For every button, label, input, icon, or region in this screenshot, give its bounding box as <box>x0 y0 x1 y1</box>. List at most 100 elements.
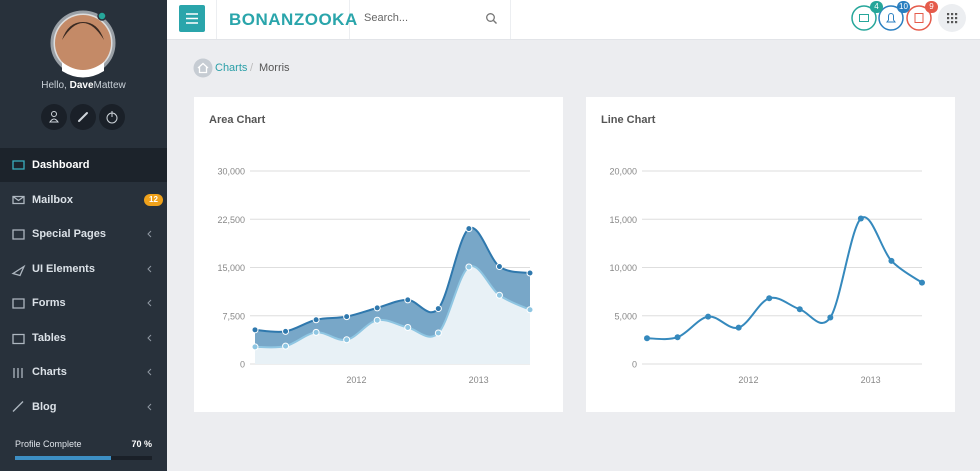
icon <box>914 13 924 23</box>
nav-item[interactable]: Forms <box>0 286 167 320</box>
profile-value: 70 % <box>131 439 152 449</box>
nav-label: Tables <box>32 331 67 344</box>
nav-icon <box>12 229 25 240</box>
chevron <box>147 403 152 410</box>
icon <box>947 13 958 24</box>
search-icon[interactable] <box>485 12 499 26</box>
data-point <box>674 334 681 341</box>
icon <box>859 14 869 22</box>
y-tick-label: 7,500 <box>222 311 245 321</box>
chart-card: Line Chart 0 5,000 10,000 15,000 20,000 2012 20… <box>586 97 955 412</box>
nav-label: Charts <box>32 366 67 378</box>
sidebar: Hello, DaveMattew Dashboard Mailbox 12 Spec… <box>0 0 167 471</box>
progress-track <box>15 456 152 460</box>
data-point <box>282 342 290 350</box>
chevron <box>147 299 152 307</box>
breadcrumb-separator: / <box>250 62 254 74</box>
data-point <box>312 316 320 324</box>
nav-item[interactable]: Mailbox 12 <box>0 183 167 217</box>
data-point <box>465 225 473 233</box>
x-tick-label: 2013 <box>469 375 489 385</box>
mail-button[interactable] <box>851 5 877 31</box>
icon <box>49 118 59 123</box>
chart: Line Chart 0 5,000 10,000 15,000 20,000 2012 20… <box>601 114 925 385</box>
greeting: Hello, DaveMattew <box>0 80 167 91</box>
progress-bar <box>15 456 111 460</box>
user-last: Mattew <box>93 80 126 91</box>
chart: Area Chart 0 7,500 15,000 22,500 30,000 2012 20… <box>209 114 534 385</box>
nav-icons <box>12 333 152 344</box>
menu-button[interactable] <box>179 5 205 32</box>
nav-label: Dashboard <box>32 159 90 171</box>
chart-title: Line Chart <box>601 114 656 126</box>
nav-item[interactable]: UI Elements <box>0 252 167 286</box>
nav-icon <box>12 400 24 412</box>
logo[interactable]: BONANZOOKA <box>229 10 358 29</box>
nav-icon <box>13 368 23 378</box>
x-tick-label: 2012 <box>738 375 758 385</box>
bell-button[interactable] <box>878 5 904 31</box>
data-point <box>888 257 895 264</box>
chevron <box>147 230 152 238</box>
nav-icon <box>11 264 26 276</box>
tasks-button[interactable] <box>906 5 932 31</box>
greeting-text: Hello, <box>41 80 67 91</box>
x-tick-label: 2012 <box>346 375 366 385</box>
area-line <box>254 265 531 349</box>
divider <box>510 0 511 39</box>
data-point <box>495 291 503 299</box>
data-point <box>526 306 534 314</box>
data-point <box>343 313 351 321</box>
data-point <box>251 326 259 334</box>
icon <box>78 112 88 122</box>
icon <box>51 111 57 117</box>
y-tick-label: 0 <box>632 360 637 370</box>
data-point <box>404 324 412 332</box>
avatar-shirt <box>62 62 104 78</box>
nav-item[interactable]: Tables <box>0 321 167 355</box>
home-icon[interactable] <box>193 58 213 78</box>
notification-badge: 10 <box>897 1 910 13</box>
chevron <box>147 334 152 341</box>
y-tick-label: 5,000 <box>614 311 637 321</box>
user-first: Dave <box>69 80 94 91</box>
nav-icons <box>12 400 152 412</box>
data-point <box>919 279 925 286</box>
nav-icon <box>12 333 25 344</box>
search-input[interactable]: Search... <box>364 12 409 24</box>
profile-area <box>41 10 125 130</box>
nav-item[interactable]: Blog <box>0 390 167 424</box>
nav-label: UI Elements <box>32 262 95 275</box>
nav-item[interactable]: Special Pages <box>0 217 167 251</box>
logo-box <box>216 0 350 39</box>
data-point <box>373 304 381 312</box>
y-tick-label: 15,000 <box>609 215 637 225</box>
data-point <box>705 313 712 320</box>
nav-item[interactable]: Charts <box>0 355 167 389</box>
chevron <box>147 368 152 376</box>
avatar-face <box>55 15 111 71</box>
chart-card: Area Chart 0 7,500 15,000 22,500 30,000 2012 20… <box>194 97 563 412</box>
y-tick-label: 30,000 <box>217 167 245 177</box>
nav-icons <box>13 368 152 378</box>
chevron <box>147 265 152 272</box>
data-point <box>251 343 259 351</box>
y-tick-label: 15,000 <box>217 263 245 273</box>
data-point <box>465 263 473 271</box>
data-point <box>766 295 773 302</box>
icon <box>886 13 896 23</box>
data-point <box>495 263 503 271</box>
nav-icons <box>12 195 25 204</box>
data-point <box>796 306 803 313</box>
nav-icons <box>12 229 152 240</box>
nav-icons <box>11 264 152 276</box>
status-dot <box>97 11 107 21</box>
area-line <box>254 226 531 333</box>
y-tick-label: 22,500 <box>217 215 245 225</box>
area-fill <box>255 227 530 348</box>
nav-icon <box>12 160 25 170</box>
nav-item[interactable]: Dashboard <box>0 148 167 182</box>
data-point <box>343 336 351 344</box>
breadcrumb-link[interactable]: Charts <box>215 62 248 74</box>
